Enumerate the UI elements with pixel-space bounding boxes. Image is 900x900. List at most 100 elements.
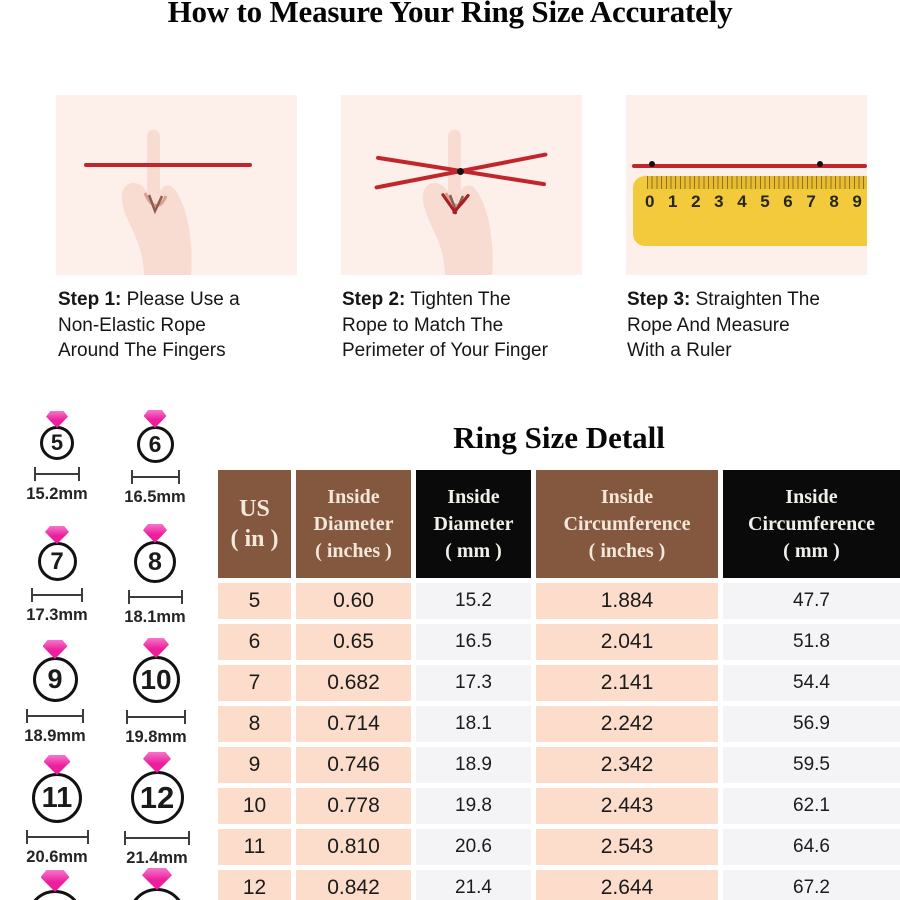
ring-size-11: 11 20.6mm	[2, 755, 112, 867]
ring-circle: 6	[136, 426, 174, 463]
hand-finger-up-illustration	[121, 129, 192, 275]
table-cell-row3-col1: 0.714	[296, 706, 411, 742]
ring-size-6: 6 16.5mm	[100, 410, 210, 507]
diamond-icon	[142, 868, 172, 890]
table-cell-row6-col1: 0.810	[296, 829, 411, 865]
table-cell-row6-col3: 2.543	[536, 829, 718, 865]
table-cell-row4-col1: 0.746	[296, 747, 411, 783]
ring-size-number: 5	[50, 430, 64, 455]
ring-circle: 7	[37, 542, 77, 581]
ring-partial	[102, 868, 212, 900]
table-cell-row2-col0: 7	[218, 665, 291, 701]
header-inside-circumference-inches: Inside Circumference ( inches )	[536, 470, 718, 578]
table-cell-row5-col2: 19.8	[416, 788, 531, 824]
diameter-label: 17.3mm	[26, 606, 88, 624]
step3-label: Step 3:	[627, 289, 691, 310]
table-cell-row3-col0: 8	[218, 706, 291, 742]
ring-size-number: 11	[41, 781, 73, 814]
step2-text: Tighten The Rope to Match The Perimeter …	[342, 289, 548, 361]
table-cell-row7-col3: 2.644	[536, 870, 718, 900]
ring-size-12: 12 21.4mm	[102, 752, 212, 868]
ruler-number: 0	[645, 192, 655, 211]
table-cell-row0-col0: 5	[218, 583, 291, 619]
diameter-label: 19.8mm	[125, 728, 187, 746]
ring-size-number: 7	[50, 547, 64, 575]
ruler-number: 2	[691, 192, 701, 211]
diamond-icon	[143, 524, 167, 543]
ring-circle: 10	[132, 656, 180, 703]
table-cell-row0-col1: 0.60	[296, 583, 411, 619]
ruler-number: 6	[783, 192, 793, 211]
diamond-icon	[40, 870, 70, 892]
ruler-number: 9	[852, 192, 862, 211]
rope-start-dot	[649, 161, 655, 167]
table-cell-row3-col4: 56.9	[723, 706, 900, 742]
table-cell-row6-col4: 64.6	[723, 829, 900, 865]
ring-partial	[0, 870, 110, 900]
step1-illustration-panel	[56, 95, 297, 275]
table-cell-row2-col3: 2.141	[536, 665, 718, 701]
table-cell-row6-col2: 20.6	[416, 829, 531, 865]
table-cell-row2-col4: 54.4	[723, 665, 900, 701]
step1-label: Step 1:	[58, 289, 122, 310]
table-cell-row4-col0: 9	[218, 747, 291, 783]
table-cell-row2-col2: 17.3	[416, 665, 531, 701]
table-cell-row0-col3: 1.884	[536, 583, 718, 619]
table-cell-row3-col2: 18.1	[416, 706, 531, 742]
table-cell-row7-col0: 12	[218, 870, 291, 900]
ring-size-10: 10 19.8mm	[101, 638, 211, 747]
table-cell-row2-col1: 0.682	[296, 665, 411, 701]
diameter-label: 18.9mm	[24, 727, 86, 745]
diameter-label: 18.1mm	[124, 608, 186, 626]
step1-text: Please Use a Non-Elastic Rope Around The…	[58, 289, 240, 361]
table-cell-row1-col2: 16.5	[416, 624, 531, 660]
diameter-label: 21.4mm	[126, 849, 188, 867]
ring-size-number: 8	[148, 547, 162, 576]
step2-label: Step 2:	[342, 289, 406, 310]
table-cell-row4-col4: 59.5	[723, 747, 900, 783]
diameter-bracket	[25, 830, 89, 844]
diameter-label: 20.6mm	[26, 848, 88, 866]
ring-circle: 5	[40, 426, 74, 460]
ruler-number: 8	[829, 192, 839, 211]
header-inside-diameter-inches: Inside Diameter ( inches )	[296, 470, 411, 578]
diameter-bracket	[34, 467, 80, 481]
table-title: Ring Size Detall	[453, 420, 665, 455]
ring-circle: 11	[32, 773, 82, 823]
ruler-number: 5	[760, 192, 770, 211]
ruler-number: 3	[714, 192, 724, 211]
table-cell-row4-col3: 2.342	[536, 747, 718, 783]
diameter-label: 15.2mm	[26, 485, 88, 503]
diamond-icon	[143, 638, 169, 658]
ring-size-number: 12	[139, 779, 175, 815]
table-cell-row1-col0: 6	[218, 624, 291, 660]
diameter-bracket	[130, 470, 180, 484]
table-cell-row1-col1: 0.65	[296, 624, 411, 660]
header-inside-diameter-mm: Inside Diameter ( mm )	[416, 470, 531, 578]
step2-illustration-panel	[341, 95, 582, 275]
ring-circle: 9	[32, 657, 78, 702]
table-cell-row7-col1: 0.842	[296, 870, 411, 900]
table-cell-row5-col0: 10	[218, 788, 291, 824]
ring-size-5: 5 15.2mm	[2, 411, 112, 504]
table-cell-row4-col2: 18.9	[416, 747, 531, 783]
ring-size-number: 10	[140, 663, 172, 695]
ring-size-number: 9	[47, 664, 63, 694]
table-cell-row3-col3: 2.242	[536, 706, 718, 742]
diamond-icon	[46, 411, 68, 428]
ring-size-table: US ( in ) Inside Diameter ( inches ) Ins…	[218, 470, 900, 900]
table-cell-row7-col2: 21.4	[416, 870, 531, 900]
ruler-number: 1	[668, 192, 678, 211]
rope-line	[84, 163, 252, 167]
step3-caption: Step 3: Straighten The Rope And Measure …	[627, 287, 897, 364]
table-cell-row1-col4: 51.8	[723, 624, 900, 660]
diamond-icon	[143, 752, 171, 773]
ruler-number: 4	[737, 192, 747, 211]
diamond-icon	[45, 526, 69, 544]
step3-text: Straighten The Rope And Measure With a R…	[627, 289, 820, 361]
ring-size-9: 9 18.9mm	[0, 640, 110, 746]
diameter-label: 16.5mm	[124, 488, 186, 506]
